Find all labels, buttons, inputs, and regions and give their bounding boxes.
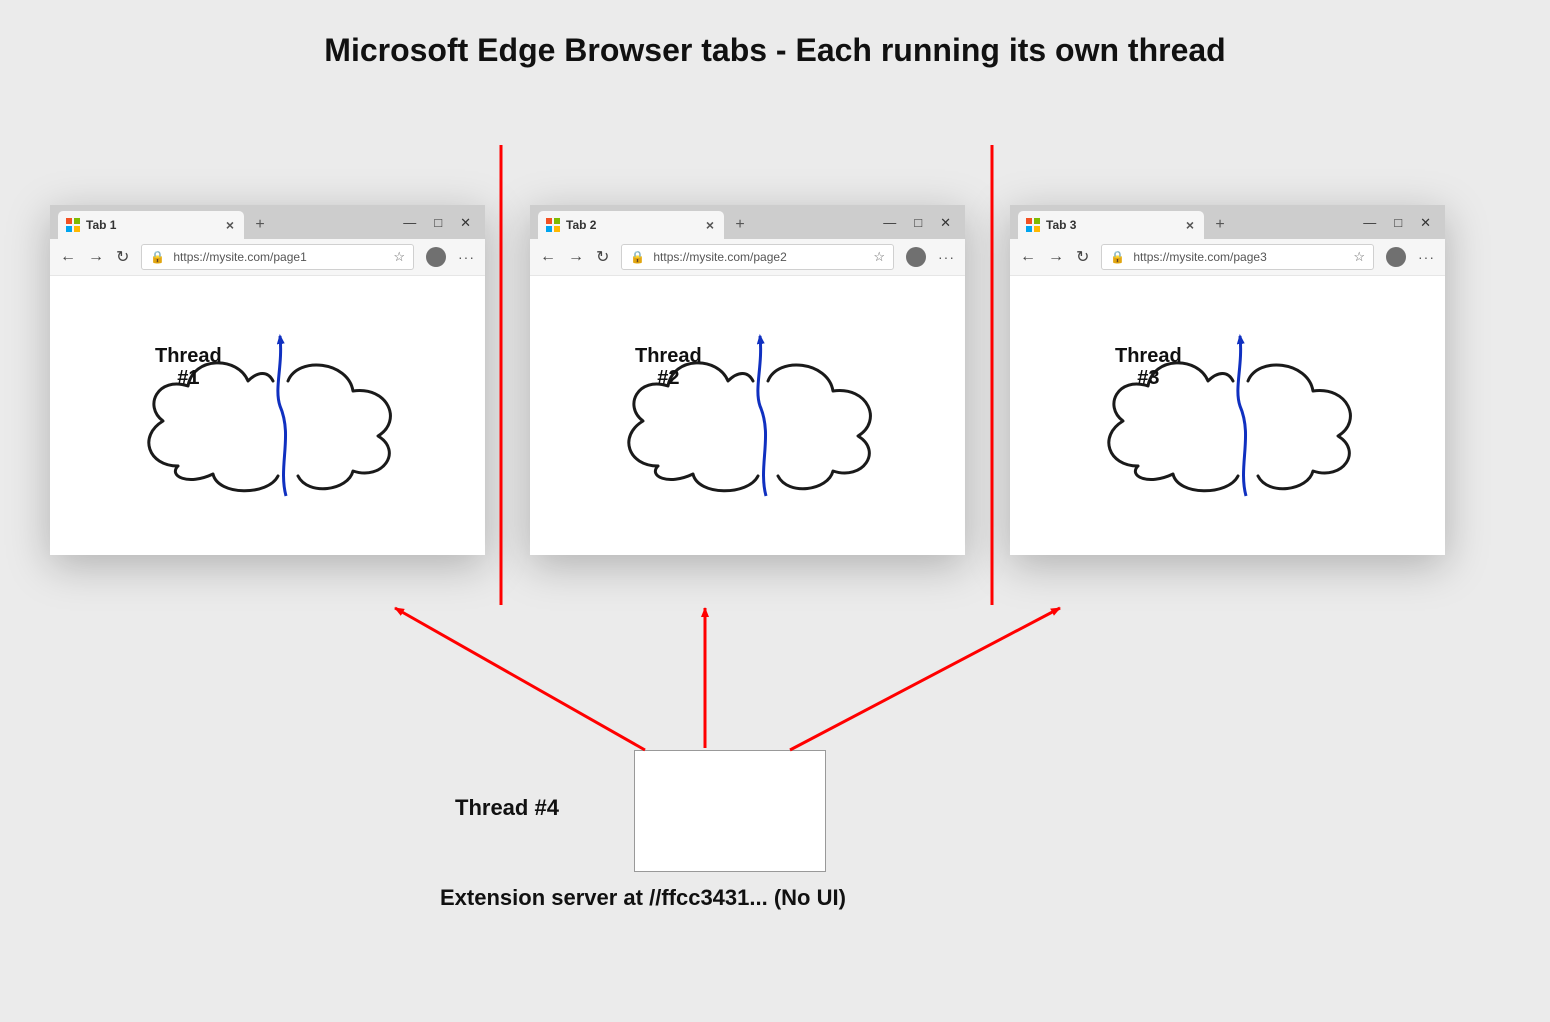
tab-close-icon[interactable]: ×	[1184, 217, 1196, 233]
tab-label: Tab 2	[566, 218, 596, 232]
new-tab-button[interactable]: +	[1210, 215, 1230, 235]
page-content	[1010, 276, 1445, 555]
back-button[interactable]: ←	[540, 248, 556, 266]
tab-close-icon[interactable]: ×	[224, 217, 236, 233]
back-button[interactable]: ←	[1020, 248, 1036, 266]
url-text: https://mysite.com/page3	[1133, 250, 1266, 264]
address-bar[interactable]: 🔒 https://mysite.com/page2 ☆	[621, 244, 894, 270]
forward-button[interactable]: →	[88, 248, 104, 266]
tab-close-icon[interactable]: ×	[704, 217, 716, 233]
more-icon[interactable]: ···	[458, 249, 475, 265]
browser-tab[interactable]: Tab 2 ×	[538, 211, 724, 239]
page-content	[530, 276, 965, 555]
new-tab-button[interactable]: +	[250, 215, 270, 235]
url-text: https://mysite.com/page2	[653, 250, 786, 264]
close-icon[interactable]: ✕	[1420, 216, 1431, 229]
profile-avatar[interactable]	[906, 247, 926, 267]
browser-window: Tab 1 × + — □ ✕ ← → ↻ 🔒 https://mysite.c…	[50, 205, 485, 555]
titlebar: Tab 1 × + — □ ✕	[50, 205, 485, 239]
favicon-icon	[546, 218, 560, 232]
reload-button[interactable]: ↻	[116, 247, 129, 267]
minimize-icon[interactable]: —	[1363, 216, 1376, 229]
profile-avatar[interactable]	[1386, 247, 1406, 267]
forward-button[interactable]: →	[568, 248, 584, 266]
thread-label: Thread#3	[1115, 345, 1182, 389]
close-icon[interactable]: ✕	[940, 216, 951, 229]
extension-server-box	[634, 750, 826, 872]
favorite-icon[interactable]: ☆	[393, 249, 405, 265]
address-bar[interactable]: 🔒 https://mysite.com/page3 ☆	[1101, 244, 1374, 270]
window-controls: — □ ✕	[883, 205, 965, 239]
toolbar: ← → ↻ 🔒 https://mysite.com/page3 ☆ ···	[1010, 239, 1445, 276]
titlebar: Tab 2 × + — □ ✕	[530, 205, 965, 239]
favicon-icon	[1026, 218, 1040, 232]
minimize-icon[interactable]: —	[883, 216, 896, 229]
close-icon[interactable]: ✕	[460, 216, 471, 229]
favorite-icon[interactable]: ☆	[1353, 249, 1365, 265]
browser-window: Tab 3 × + — □ ✕ ← → ↻ 🔒 https://mysite.c…	[1010, 205, 1445, 555]
lock-icon: 🔒	[1110, 250, 1125, 264]
browser-window: Tab 2 × + — □ ✕ ← → ↻ 🔒 https://mysite.c…	[530, 205, 965, 555]
maximize-icon[interactable]: □	[1394, 216, 1402, 229]
reload-button[interactable]: ↻	[596, 247, 609, 267]
toolbar: ← → ↻ 🔒 https://mysite.com/page1 ☆ ···	[50, 239, 485, 276]
window-controls: — □ ✕	[1363, 205, 1445, 239]
browser-tab[interactable]: Tab 1 ×	[58, 211, 244, 239]
thread-label: Thread#2	[635, 345, 702, 389]
tab-label: Tab 3	[1046, 218, 1076, 232]
more-icon[interactable]: ···	[1418, 249, 1435, 265]
titlebar: Tab 3 × + — □ ✕	[1010, 205, 1445, 239]
maximize-icon[interactable]: □	[914, 216, 922, 229]
window-controls: — □ ✕	[403, 205, 485, 239]
new-tab-button[interactable]: +	[730, 215, 750, 235]
address-bar[interactable]: 🔒 https://mysite.com/page1 ☆	[141, 244, 414, 270]
back-button[interactable]: ←	[60, 248, 76, 266]
maximize-icon[interactable]: □	[434, 216, 442, 229]
favicon-icon	[66, 218, 80, 232]
profile-avatar[interactable]	[426, 247, 446, 267]
lock-icon: 🔒	[150, 250, 165, 264]
reload-button[interactable]: ↻	[1076, 247, 1089, 267]
lock-icon: 🔒	[630, 250, 645, 264]
extension-caption: Extension server at //ffcc3431... (No UI…	[440, 885, 846, 911]
browser-tab[interactable]: Tab 3 ×	[1018, 211, 1204, 239]
toolbar: ← → ↻ 🔒 https://mysite.com/page2 ☆ ···	[530, 239, 965, 276]
favorite-icon[interactable]: ☆	[873, 249, 885, 265]
minimize-icon[interactable]: —	[403, 216, 416, 229]
url-text: https://mysite.com/page1	[173, 250, 306, 264]
tab-label: Tab 1	[86, 218, 116, 232]
diagram-title: Microsoft Edge Browser tabs - Each runni…	[0, 32, 1550, 69]
more-icon[interactable]: ···	[938, 249, 955, 265]
page-content	[50, 276, 485, 555]
thread-label: Thread#1	[155, 345, 222, 389]
extension-thread-label: Thread #4	[455, 795, 559, 821]
forward-button[interactable]: →	[1048, 248, 1064, 266]
